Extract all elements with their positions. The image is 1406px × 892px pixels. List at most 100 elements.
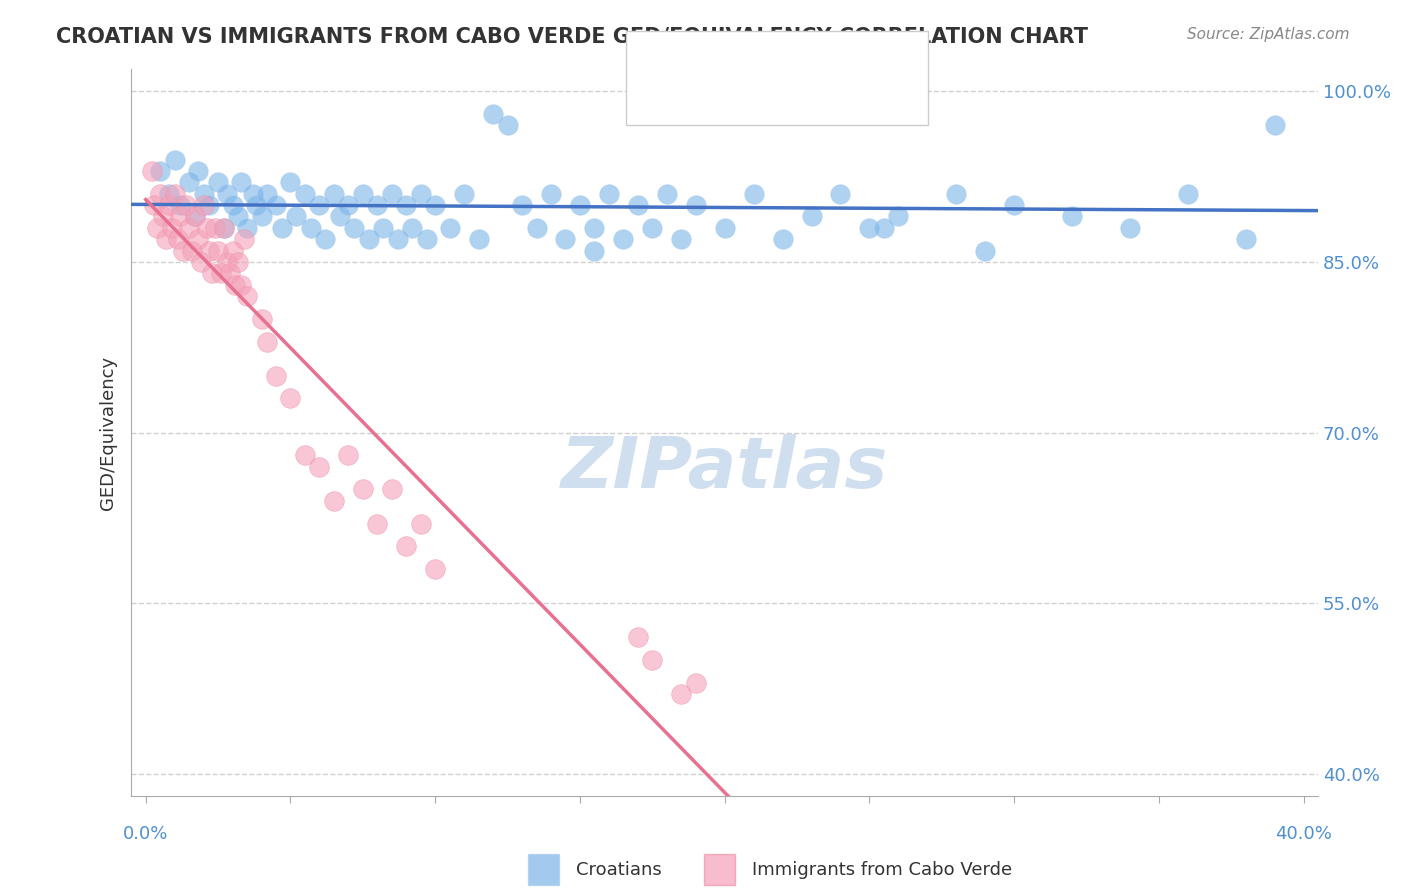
Point: [627, 198, 650, 212]
Point: [187, 232, 209, 246]
Point: [371, 220, 394, 235]
Point: [280, 392, 302, 406]
Point: [671, 687, 693, 701]
Point: [685, 198, 707, 212]
Point: [215, 255, 238, 269]
Text: R =  0.138   N = 79: R = 0.138 N = 79: [685, 47, 891, 65]
Point: [482, 107, 505, 121]
Point: [425, 562, 447, 576]
Point: [568, 198, 591, 212]
Point: [1119, 220, 1142, 235]
Text: Croatians: Croatians: [576, 861, 662, 879]
Point: [337, 448, 360, 462]
Point: [221, 198, 243, 212]
Point: [160, 220, 183, 235]
Point: [381, 483, 404, 497]
Point: [299, 220, 322, 235]
Point: [250, 311, 273, 326]
Point: [215, 186, 238, 201]
Point: [387, 232, 409, 246]
Point: [467, 232, 489, 246]
Point: [285, 210, 308, 224]
Point: [155, 232, 177, 246]
Point: [149, 186, 172, 201]
Point: [409, 186, 432, 201]
Point: [1062, 210, 1084, 224]
Point: [256, 186, 278, 201]
Point: [163, 186, 186, 201]
Point: [190, 255, 212, 269]
Point: [583, 220, 606, 235]
Point: [163, 153, 186, 167]
Text: ZIPatlas: ZIPatlas: [561, 434, 889, 503]
Point: [887, 210, 910, 224]
Point: [425, 198, 447, 212]
Point: [598, 186, 620, 201]
Point: [198, 198, 221, 212]
Point: [184, 210, 207, 224]
Point: [655, 186, 678, 201]
Point: [685, 675, 707, 690]
Point: [270, 220, 292, 235]
Point: [181, 244, 204, 258]
Point: [844, 95, 866, 110]
Point: [264, 368, 287, 383]
Point: [337, 198, 360, 212]
Point: [1177, 186, 1199, 201]
Point: [294, 186, 316, 201]
Point: [322, 493, 344, 508]
Point: [974, 244, 997, 258]
Point: [439, 220, 461, 235]
Point: [198, 244, 221, 258]
Point: [280, 175, 302, 189]
Point: [496, 119, 519, 133]
Point: [858, 220, 880, 235]
Point: [212, 220, 235, 235]
Point: [201, 266, 224, 280]
Point: [209, 266, 232, 280]
Point: [146, 220, 169, 235]
Point: [526, 220, 548, 235]
Point: [228, 210, 250, 224]
Point: [415, 232, 437, 246]
Point: [381, 186, 404, 201]
Text: R = -0.358   N = 52: R = -0.358 N = 52: [685, 89, 891, 107]
Point: [641, 653, 664, 667]
Point: [207, 175, 229, 189]
Point: [141, 164, 163, 178]
Point: [231, 175, 253, 189]
Point: [193, 198, 215, 212]
Point: [322, 186, 344, 201]
Point: [233, 232, 256, 246]
Point: [169, 210, 191, 224]
Point: [1234, 232, 1257, 246]
Point: [540, 186, 562, 201]
Text: Source: ZipAtlas.com: Source: ZipAtlas.com: [1187, 27, 1350, 42]
Point: [187, 164, 209, 178]
Point: [772, 232, 794, 246]
Point: [231, 277, 253, 292]
Point: [245, 198, 267, 212]
Point: [343, 220, 366, 235]
Text: CROATIAN VS IMMIGRANTS FROM CABO VERDE GED/EQUIVALENCY CORRELATION CHART: CROATIAN VS IMMIGRANTS FROM CABO VERDE G…: [56, 27, 1088, 46]
Y-axis label: GED/Equivalency: GED/Equivalency: [100, 355, 117, 509]
Point: [157, 198, 180, 212]
Point: [830, 186, 852, 201]
Point: [366, 198, 388, 212]
Point: [671, 232, 693, 246]
Point: [395, 539, 418, 553]
Point: [641, 220, 664, 235]
Point: [212, 220, 235, 235]
Point: [800, 210, 823, 224]
Text: 0.0%: 0.0%: [124, 825, 169, 843]
Point: [174, 198, 197, 212]
Point: [179, 220, 201, 235]
Point: [242, 186, 264, 201]
Point: [612, 232, 634, 246]
Point: [352, 483, 374, 497]
Point: [713, 220, 735, 235]
Point: [742, 186, 765, 201]
Text: 40.0%: 40.0%: [1275, 825, 1331, 843]
Point: [453, 186, 475, 201]
Point: [166, 232, 188, 246]
